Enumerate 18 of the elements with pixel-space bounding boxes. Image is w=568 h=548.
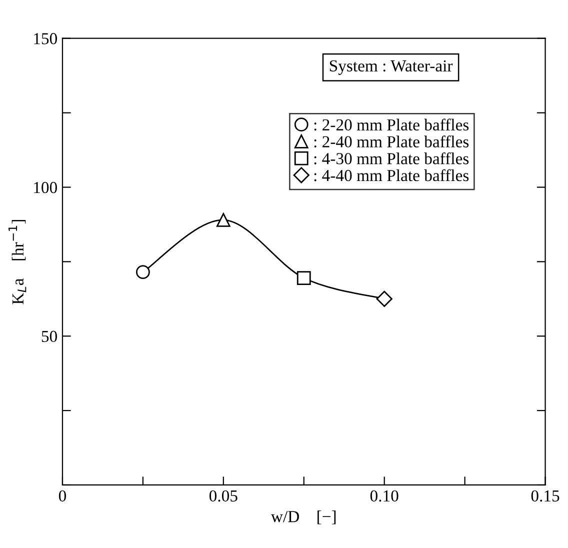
legend-label: : 4-40 mm Plate baffles [314,169,469,182]
point [296,271,311,285]
x-tick-label: 0.10 [370,490,398,502]
point [136,265,150,280]
y-axis-title: K$_{L}$a [hr$^{−1}$] [8,220,26,304]
x-tick-label: 0 [58,490,66,502]
legend-label: : 4-30 mm Plate baffles [314,152,469,164]
y-tick-label: 150 [34,33,57,44]
point [376,290,392,307]
annotation: System : Water-air [330,60,453,75]
legend-label: : 2-20 mm Plate baffles [314,118,469,131]
x-tick-label: 0.15 [531,490,560,502]
x-tick-label: 0.05 [209,490,238,502]
legend-label: : 2-40 mm Plate baffles [314,136,469,148]
y-tick-label: 100 [34,182,57,194]
point [216,213,230,227]
x-axis-title: w/D [−] [270,510,336,524]
y-tick-label: 50 [42,330,57,342]
